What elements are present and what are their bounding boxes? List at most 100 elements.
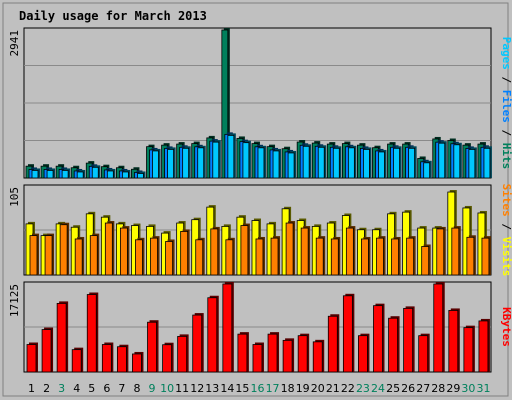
visits-sites-bar-sites-day-22-face [345,227,354,276]
hits-files-pages-bar-pages-day-9 [152,148,161,179]
visits-sites-legend-separator: / [500,217,512,237]
hits-files-pages-legend-pages: Pages [500,37,512,70]
visits-sites-legend: Sites / Visits [500,184,512,277]
hits-files-pages-bar-pages-day-28 [438,141,447,179]
hits-files-pages-bar-pages-day-22-face [347,147,355,179]
hits-files-pages-bar-pages-day-23 [363,147,372,179]
visits-sites-bar-sites-day-19 [300,226,311,276]
hits-files-pages-bar-pages-day-4 [76,169,86,179]
kbytes-bar-kbytes-day-26-face [403,307,414,373]
visits-sites-bar-sites-day-1 [29,233,39,276]
hits-files-pages-bar-pages-day-6 [106,168,116,179]
kbytes-bar-kbytes-day-16 [252,342,264,373]
visits-sites-bar-sites-day-20 [315,236,326,276]
kbytes-bar-kbytes-day-29 [448,308,460,373]
kbytes-bar-kbytes-day-23 [358,333,370,373]
visits-sites-bar-sites-day-10-face [165,241,173,276]
kbytes-bar-kbytes-day-5 [86,292,99,373]
hits-files-pages-bar-pages-day-5 [91,165,101,179]
visits-sites-bar-sites-day-12-face [195,239,204,276]
x-tick-label-day-14: 14 [220,382,234,395]
kbytes-bar-kbytes-day-3 [56,301,69,373]
hits-files-pages-bar-pages-day-15-face [242,142,250,179]
hits-files-pages-bar-pages-day-11-face [182,147,190,179]
hits-files-pages-bar-pages-day-21 [332,146,342,179]
hits-files-pages-bar-pages-day-13 [212,140,221,179]
hits-files-pages-bar-pages-day-18-face [287,152,295,179]
x-tick-label-day-8: 8 [133,382,140,395]
hits-files-pages-bar-pages-day-17-face [272,150,280,179]
hits-files-pages-bar-pages-day-28-face [438,142,446,179]
kbytes-bar-kbytes-day-20 [312,339,325,373]
kbytes-bar-kbytes-day-15-face [237,333,248,373]
kbytes-bar-kbytes-day-19-face [297,335,308,373]
kbytes-bar-kbytes-day-10-face [162,344,172,373]
kbytes-bar-kbytes-day-17 [267,332,280,373]
x-tick-label-day-26: 26 [401,382,415,395]
hits-files-pages-bar-pages-day-26 [408,146,417,179]
visits-sites-bar-sites-day-28-face [436,228,445,276]
visits-sites-bar-sites-day-29-face [451,227,460,276]
kbytes-bar-kbytes-day-18 [282,338,295,373]
kbytes-bar-kbytes-day-7-face [116,346,127,373]
hits-files-pages-bar-pages-day-30-face [468,149,476,179]
visits-sites-bar-sites-day-5-face [89,235,98,276]
hits-files-pages-bar-pages-day-3-face [61,170,69,179]
kbytes-bar-kbytes-day-18-face [282,339,293,373]
hits-files-pages-bar-pages-day-6-face [106,170,114,179]
visits-sites-bar-sites-day-7-face [119,227,128,276]
kbytes-bar-kbytes-day-8-face [132,353,142,373]
hits-files-pages-bar-pages-day-31 [483,146,492,179]
x-tick-label-day-13: 13 [205,382,219,395]
hits-files-pages-bar-pages-day-5-face [91,166,99,179]
kbytes-bar-kbytes-day-19 [297,333,310,373]
x-tick-label-day-7: 7 [118,382,125,395]
visits-sites-bar-sites-day-14-face [225,239,234,276]
hits-files-pages-legend-files: Files [500,90,512,123]
visits-sites-bar-sites-day-27 [421,244,431,276]
kbytes-bar-kbytes-day-9 [147,320,159,373]
x-tick-label-day-4: 4 [73,382,80,395]
visits-sites-bar-sites-day-8-face [135,239,143,276]
kbytes-bar-kbytes-day-11-face [177,335,188,373]
visits-sites-bar-sites-day-18-face [285,222,294,276]
visits-sites-bar-sites-day-21 [330,236,341,276]
hits-files-pages-bar-pages-day-15 [242,140,251,179]
hits-files-pages-bar-pages-day-29-face [453,144,461,179]
kbytes-bar-kbytes-day-4-face [71,349,82,373]
kbytes-bar-kbytes-day-14 [222,282,234,373]
kbytes-bar-kbytes-day-1 [26,342,38,373]
visits-sites-bar-sites-day-30 [466,235,476,276]
hits-files-pages-bar-pages-day-19-face [302,145,310,179]
visits-sites-bar-sites-day-24 [376,236,386,276]
x-tick-label-day-20: 20 [311,382,325,395]
hits-files-pages-bar-pages-day-16-face [257,147,265,179]
visits-sites-bar-sites-day-21-face [330,238,339,276]
hits-files-pages-bar-pages-day-9-face [152,150,159,179]
hits-files-pages-bar-pages-day-2 [46,168,56,179]
hits-files-pages-legend-hits: Hits [500,143,512,170]
x-tick-label-day-30: 30 [461,382,475,395]
hits-files-pages-bar-pages-day-18 [287,150,297,179]
kbytes-bar-kbytes-day-13 [207,295,219,373]
x-tick-label-day-18: 18 [281,382,295,395]
visits-sites-bar-sites-day-30-face [466,236,475,276]
kbytes-bar-kbytes-day-30 [463,325,475,373]
hits-files-pages-bar-pages-day-11 [182,146,191,179]
x-tick-label-day-25: 25 [386,382,400,395]
kbytes-bar-kbytes-day-6-face [101,344,112,373]
visits-sites-bar-sites-day-3-face [59,224,68,276]
visits-sites-bar-sites-day-6-face [104,222,113,276]
visits-sites-bar-sites-day-26 [406,236,416,276]
hits-files-pages-legend-separator: / [500,123,512,143]
kbytes-bar-kbytes-day-30-face [463,327,474,373]
outer-frame [2,2,509,397]
visits-sites-bar-sites-day-24-face [376,237,384,276]
hits-files-pages-bar-pages-day-12 [197,145,206,179]
hits-files-pages-bar-pages-day-8 [137,171,146,179]
visits-sites-bar-sites-day-5 [89,233,100,276]
kbytes-bar-kbytes-day-27-face [418,335,429,373]
hits-files-pages-bar-pages-day-16 [257,145,266,179]
x-tick-label-day-9: 9 [149,382,156,395]
